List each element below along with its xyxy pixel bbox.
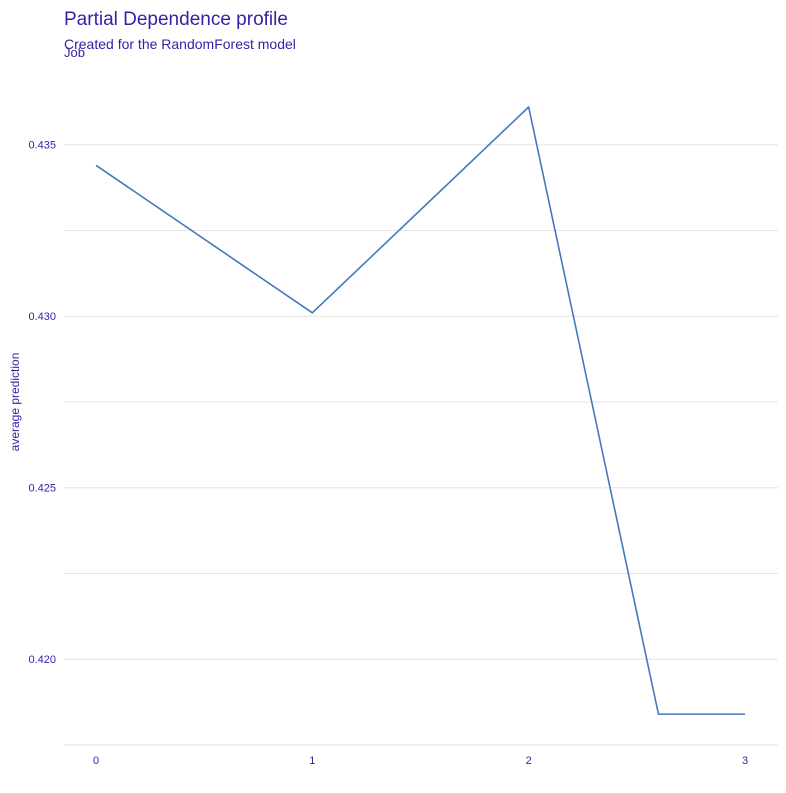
chart-subtitle: Created for the RandomForest model xyxy=(64,36,296,52)
series-lines xyxy=(95,106,745,715)
x-tick-label: 2 xyxy=(526,755,532,767)
facet-label: Job xyxy=(64,45,85,60)
y-tick-label: 0.420 xyxy=(28,654,56,666)
y-tick-label: 0.425 xyxy=(28,483,56,495)
y-tick-label: 0.435 xyxy=(28,140,56,152)
x-tick-label: 3 xyxy=(742,755,748,767)
grid-lines xyxy=(64,144,778,746)
x-tick-label: 0 xyxy=(93,755,99,767)
series-line-0 xyxy=(95,106,745,715)
y-tick-label: 0.430 xyxy=(28,311,56,323)
x-tick-label: 1 xyxy=(309,755,315,767)
chart-title: Partial Dependence profile xyxy=(64,9,288,30)
y-tick-labels: 0.420 0.425 0.430 0.435 xyxy=(28,140,56,667)
y-axis-label: average prediction xyxy=(8,353,22,452)
x-tick-labels: 0 1 2 3 xyxy=(93,755,748,767)
